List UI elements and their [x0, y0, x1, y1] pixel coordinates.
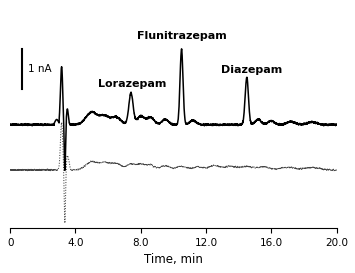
X-axis label: Time, min: Time, min — [144, 253, 203, 266]
Text: Flunitrazepam: Flunitrazepam — [137, 31, 226, 41]
Text: Lorazepam: Lorazepam — [98, 79, 167, 89]
Text: 1 nA: 1 nA — [28, 64, 52, 74]
Text: Diazepam: Diazepam — [221, 65, 282, 75]
